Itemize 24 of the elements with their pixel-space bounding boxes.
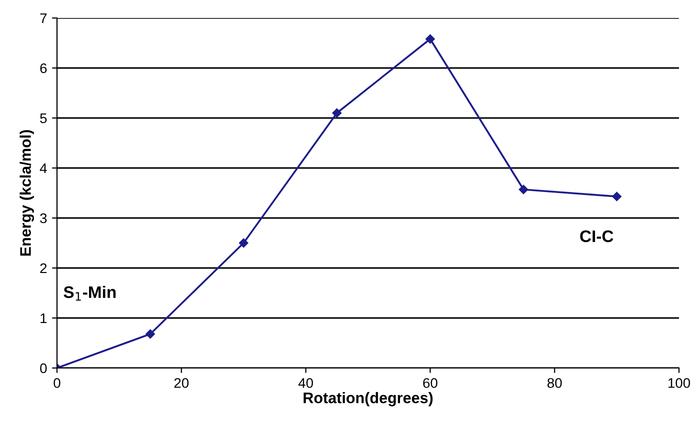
annotation: CI-C [580,230,614,242]
y-tick-label: 3 [40,213,47,224]
y-tick-label: 0 [40,363,47,374]
point [146,329,155,339]
annotation: S$_{1}$-Min [64,286,116,301]
y-tick-label: 5 [40,113,47,124]
y-tick-label: 2 [40,263,47,274]
y-tick-label: 4 [40,163,47,174]
point [426,34,435,44]
y-tick-label: 6 [40,63,47,74]
x-tick-label: 80 [547,378,562,388]
point [238,238,248,248]
y-tick-label: 1 [40,313,47,324]
x-tick-label: 100 [668,378,690,388]
x-tick-label: 0 [54,378,60,388]
point [612,192,622,202]
point [332,108,342,118]
point [518,184,528,194]
y-tick-label: 7 [40,13,47,24]
x-tick-label: 20 [174,378,189,388]
y-axis-title: Energy (kcla/mol) [20,130,34,256]
x-tick-label: 60 [423,378,438,388]
x-tick-label: 40 [298,378,313,388]
x-axis-title: Rotation(degrees) [304,392,433,406]
